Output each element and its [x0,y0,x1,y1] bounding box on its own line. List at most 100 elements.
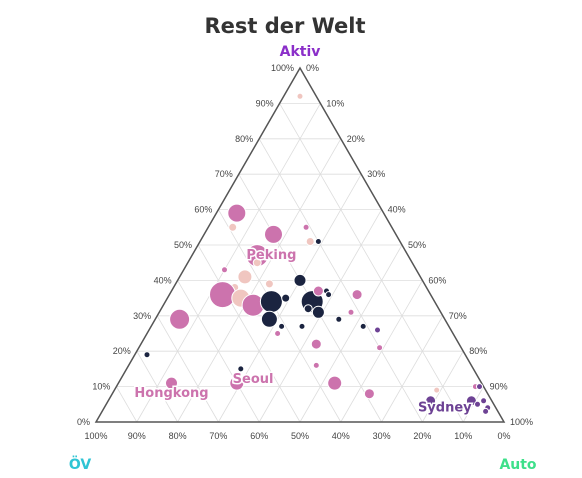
grid-line [340,280,423,423]
tick-label-right: 30% [367,169,385,179]
data-point [312,285,324,297]
axis-label-auto: Auto [499,457,536,473]
city-label: Seoul [233,372,274,387]
data-point [252,258,262,268]
tick-label-left: 10% [92,382,110,392]
tick-label-bottom: 30% [373,431,391,441]
data-point [237,269,253,285]
tick-label-left: 30% [133,311,151,321]
tick-label-bottom: 50% [291,431,309,441]
data-point [237,365,245,373]
tick-labels: 0% 0% 0% 10% 10% 10% 20% 20% 20% 30% 30% 30% 40% 40% 4… [77,63,533,441]
data-point [311,305,325,319]
data-point [165,376,178,390]
tick-label-bottom: 10% [454,431,472,441]
grid-line [299,244,403,423]
data-point [298,322,306,330]
data-point [325,291,333,299]
city-labels: Peking Hongkong Seoul Sydney [133,247,474,417]
data-point [228,222,238,232]
data-point [359,322,367,330]
data-point [274,330,282,337]
grid-line [279,103,464,423]
data-point [376,344,384,352]
grid-line [116,386,138,423]
data-point [314,238,322,245]
tick-label-left: 20% [113,346,131,356]
data-points [143,92,492,415]
data-point [425,395,437,407]
grid-line [136,103,321,423]
tick-label-bottom: 100% [84,431,107,441]
data-point [296,92,304,100]
tick-label-left: 80% [235,134,253,144]
tick-label-bottom: 80% [169,431,187,441]
tick-label-bottom: 0% [497,431,510,441]
tick-label-right: 70% [449,311,467,321]
grid-line [136,351,178,423]
tick-label-bottom: 20% [413,431,431,441]
data-point [264,279,274,289]
data-point [221,266,228,274]
city-label: Sydney [418,400,472,415]
grid-lines [116,103,484,423]
tick-label-bottom: 60% [250,431,268,441]
chart-title: Rest der Welt [204,14,365,38]
tick-label-right: 50% [408,240,426,250]
data-point [209,281,236,309]
tick-label-bottom: 40% [332,431,350,441]
tick-label-left: 70% [215,169,233,179]
data-point [143,351,151,359]
grid-line [197,244,301,423]
data-point [169,308,191,330]
axis-label-aktiv: Aktiv [280,44,321,60]
tick-label-bottom: 90% [128,431,146,441]
tick-label-right: 100% [510,417,533,427]
data-point [335,315,343,323]
data-point [310,338,322,350]
data-point [259,290,283,314]
tick-label-left: 90% [256,98,274,108]
tick-label-left: 50% [174,240,192,250]
data-point [476,383,483,391]
data-point [227,203,247,223]
tick-label-left: 40% [154,275,172,285]
grid-line [156,315,219,423]
data-point [302,223,310,231]
data-point [278,322,286,330]
data-point [305,237,315,246]
tick-label-left: 100% [271,63,294,73]
data-point [293,273,307,287]
data-point [264,224,283,244]
city-label: Hongkong [134,386,208,401]
tick-label-left: 60% [194,205,212,215]
grid-line [381,315,444,423]
data-point [281,293,291,303]
data-point [303,304,313,314]
data-point [351,289,363,301]
data-point [482,407,490,415]
axis-label-oev: ÖV [69,455,92,473]
tick-label-bottom: 70% [209,431,227,441]
data-point [465,395,477,407]
tick-label-right: 10% [326,98,344,108]
data-point [260,310,278,328]
data-point [312,361,320,369]
tick-label-right: 60% [428,275,446,285]
data-point [363,388,375,400]
tick-label-right: 90% [490,382,508,392]
city-label: Peking [246,248,296,263]
data-point [347,308,355,316]
tick-label-right: 80% [469,346,487,356]
data-point [433,386,441,394]
triangle-frame [94,66,506,423]
data-point [474,400,481,408]
data-point [374,326,381,334]
tick-label-right: 20% [347,134,365,144]
tick-label-right: 0% [306,63,319,73]
tick-label-right: 40% [388,205,406,215]
data-point [327,375,343,391]
data-point [480,397,488,405]
